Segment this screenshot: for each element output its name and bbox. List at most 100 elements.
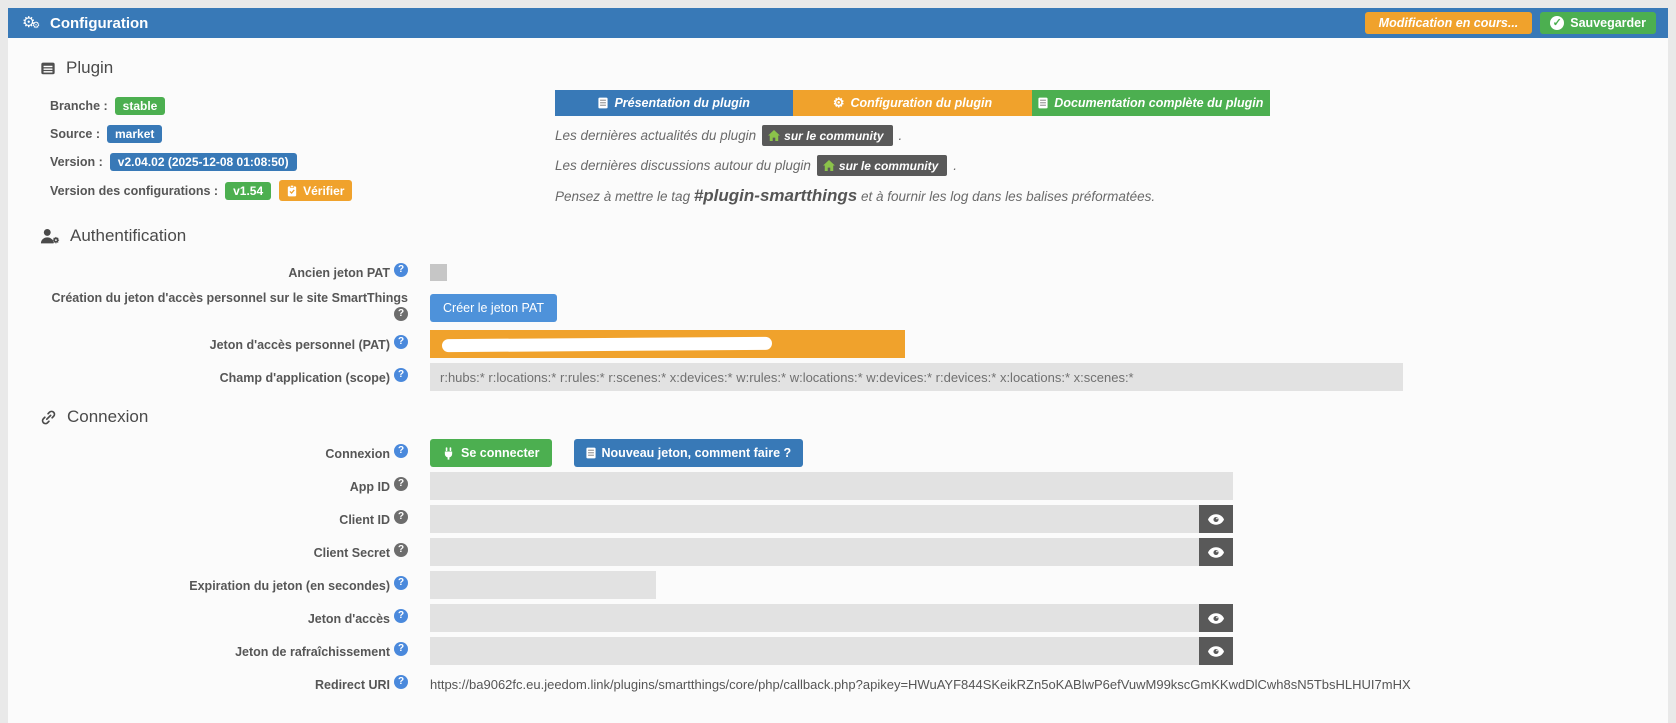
help-icon[interactable]: ? — [394, 262, 408, 277]
help-icon[interactable]: ? — [394, 641, 408, 656]
home-icon — [768, 130, 781, 141]
branch-field: Branche : stable — [50, 96, 555, 115]
user-gear-icon — [40, 228, 60, 243]
tab-configuration-label: Configuration du plugin — [850, 96, 993, 110]
jeton-rafraichissement-reveal-button[interactable] — [1199, 637, 1233, 666]
creation-jeton-label-wrap: Création du jeton d'accès personnel sur … — [40, 291, 408, 325]
connexion-section-header: Connexion — [40, 407, 1638, 427]
connexion-row: Connexion? Se connecter Nouveau jeton, c… — [40, 439, 1638, 468]
redirect-uri-label-wrap: Redirect URI? — [40, 674, 408, 694]
document-icon — [598, 97, 609, 109]
help-icon[interactable]: ? — [394, 334, 408, 349]
help-icon[interactable]: ? — [394, 674, 408, 689]
source-label: Source : — [50, 126, 101, 141]
save-button-label: Sauvegarder — [1570, 16, 1646, 30]
tab-presentation-du-plugin[interactable]: Présentation du plugin — [555, 90, 794, 116]
connexion-control: Se connecter Nouveau jeton, comment fair… — [430, 439, 804, 468]
tab-presentation-label: Présentation du plugin — [614, 96, 750, 110]
jeton-rafraichissement-row: Jeton de rafraîchissement? — [40, 637, 1638, 666]
community-discussions-button-label: sur le community — [838, 158, 939, 173]
connexion-label-wrap: Connexion? — [40, 443, 408, 463]
tab-configuration-du-plugin[interactable]: ⚙ Configuration du plugin — [793, 90, 1032, 116]
app-id-control — [430, 472, 1233, 501]
community-discussions-suffix: . — [953, 158, 958, 173]
help-icon[interactable]: ? — [394, 542, 408, 557]
client-id-input[interactable] — [430, 505, 1199, 534]
nouveau-jeton-howto-button[interactable]: Nouveau jeton, comment faire ? — [573, 439, 804, 468]
ancien-jeton-checkbox[interactable] — [430, 263, 447, 281]
modification-en-cours-button[interactable]: Modification en cours... — [1364, 12, 1533, 34]
save-button[interactable]: ✓ Sauvegarder — [1540, 12, 1656, 34]
help-icon[interactable]: ? — [394, 476, 408, 491]
create-pat-button[interactable]: Créer le jeton PAT — [430, 294, 557, 323]
expiration-label-wrap: Expiration du jeton (en secondes)? — [40, 575, 408, 595]
ancien-jeton-label: Ancien jeton PAT — [288, 265, 390, 280]
client-secret-row: Client Secret? — [40, 538, 1638, 567]
expiration-control — [430, 571, 656, 600]
ancien-jeton-label-wrap: Ancien jeton PAT? — [40, 262, 408, 282]
top-bar: ⚙ ⚙ Configuration Modification en cours.… — [8, 8, 1668, 38]
community-news-button-label: sur le community — [784, 128, 884, 143]
help-icon[interactable]: ? — [394, 367, 408, 382]
nouveau-jeton-howto-label: Nouveau jeton, comment faire ? — [601, 446, 792, 461]
expiration-label: Expiration du jeton (en secondes) — [189, 578, 390, 593]
top-bar-left: ⚙ ⚙ Configuration — [22, 13, 148, 33]
plugin-doc-tabs: Présentation du plugin ⚙ Configuration d… — [555, 90, 1270, 116]
ancien-jeton-row: Ancien jeton PAT? — [40, 258, 1638, 286]
version-label: Version : — [50, 154, 103, 169]
ancien-jeton-control — [430, 263, 447, 281]
se-connecter-button[interactable]: Se connecter — [430, 439, 552, 468]
gear-small-icon: ⚙ — [32, 20, 41, 30]
plugin-info: Branche : stable Source : market Version… — [50, 90, 555, 210]
tab-documentation-complete[interactable]: Documentation complète du plugin — [1031, 90, 1270, 116]
pat-input[interactable] — [430, 330, 905, 359]
config-version-field: Version des configurations : v1.54 Vérif… — [50, 180, 555, 201]
jeton-acces-input[interactable] — [430, 604, 1199, 633]
client-id-control — [430, 505, 1233, 534]
community-news-button[interactable]: sur le community — [762, 125, 893, 146]
community-news-suffix: . — [898, 128, 903, 143]
document-icon — [1038, 97, 1048, 109]
plugin-docs: Présentation du plugin ⚙ Configuration d… — [555, 90, 1270, 210]
creation-jeton-label: Création du jeton d'accès personnel sur … — [51, 291, 408, 305]
version-field: Version : v2.04.02 (2025-12-08 01:08:50) — [50, 152, 555, 171]
help-icon[interactable]: ? — [394, 608, 408, 623]
redirect-uri-label: Redirect URI — [314, 677, 390, 692]
gear-icon: ⚙ — [832, 95, 845, 110]
jeton-rafraichissement-input[interactable] — [430, 637, 1199, 666]
plug-icon — [444, 447, 453, 460]
scope-label: Champ d'application (scope) — [219, 370, 390, 385]
check-circle-icon: ✓ — [1550, 16, 1565, 30]
version-badge: v2.04.02 (2025-12-08 01:08:50) — [109, 152, 297, 171]
plugin-section-title: Plugin — [66, 58, 114, 77]
gear-big-icon: ⚙ — [22, 14, 36, 31]
jeton-acces-reveal-button[interactable] — [1199, 604, 1233, 633]
tag-hint-prefix: Pensez à mettre le tag — [555, 189, 691, 204]
eye-icon — [1208, 547, 1224, 558]
pat-control — [430, 330, 905, 359]
creation-jeton-row: Création du jeton d'accès personnel sur … — [40, 291, 1638, 325]
auth-section-title: Authentification — [70, 226, 187, 245]
connexion-section-title: Connexion — [67, 407, 149, 427]
help-icon[interactable]: ? — [394, 575, 408, 590]
help-icon[interactable]: ? — [394, 509, 408, 524]
client-secret-reveal-button[interactable] — [1199, 538, 1233, 567]
tag-hint-line: Pensez à mettre le tag #plugin-smartthin… — [555, 186, 1270, 206]
verify-button[interactable]: Vérifier — [279, 180, 353, 201]
app-id-input[interactable] — [430, 472, 1233, 501]
help-icon[interactable]: ? — [394, 306, 408, 321]
gears-icon: ⚙ ⚙ — [22, 13, 42, 33]
redaction-overlay-tail — [730, 339, 770, 349]
document-icon — [585, 447, 596, 459]
community-discussions-button[interactable]: sur le community — [816, 155, 948, 176]
help-icon[interactable]: ? — [394, 443, 408, 458]
expiration-input[interactable] — [430, 571, 656, 600]
client-secret-input[interactable] — [430, 538, 1199, 567]
client-secret-control — [430, 538, 1233, 567]
app-id-label: App ID — [349, 479, 390, 494]
client-id-reveal-button[interactable] — [1199, 505, 1233, 534]
pat-label-wrap: Jeton d'accès personnel (PAT)? — [40, 334, 408, 354]
creation-jeton-control: Créer le jeton PAT — [430, 294, 557, 323]
community-discussions-line: Les dernières discussions autour du plug… — [555, 155, 1270, 176]
